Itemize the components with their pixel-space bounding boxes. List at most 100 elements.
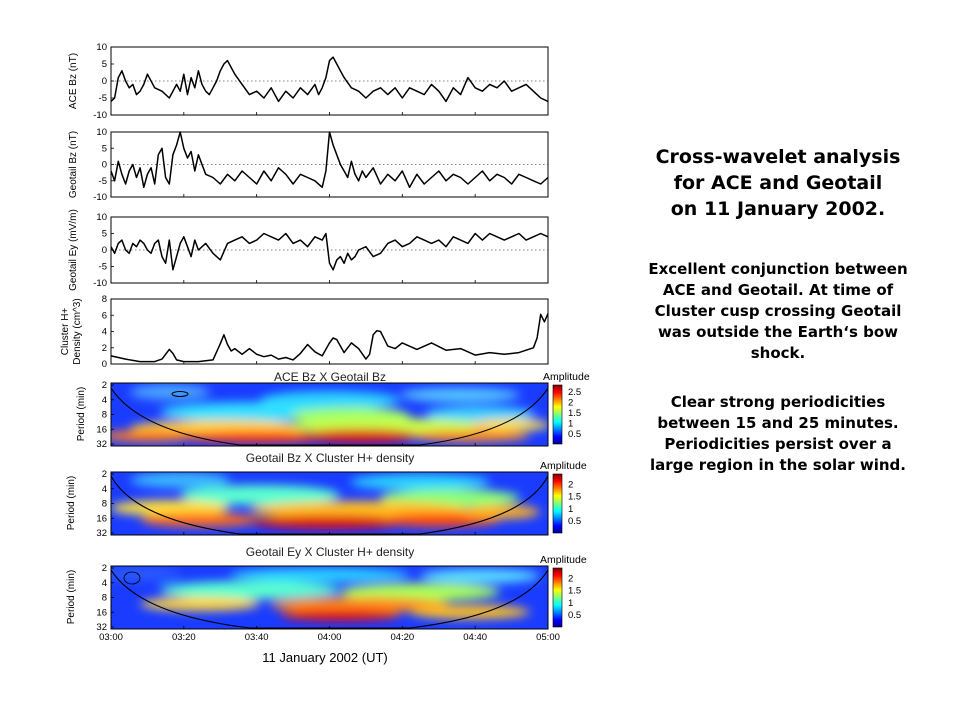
- series-line-3: [110, 232, 549, 271]
- wavelet-y-tick-label: 2: [102, 380, 107, 391]
- wavelet-panel-1: ACE Bz X Geotail Bz Period (m: [76, 370, 590, 447]
- colorbar-tick-label: 2: [568, 479, 573, 490]
- x-tick-label: 04:40: [463, 632, 487, 643]
- wavelet-y-tick-label: 16: [96, 513, 107, 524]
- y-tick-label: 6: [102, 310, 107, 321]
- colorbar-tick-label: 1: [568, 504, 573, 515]
- y-axis-label-4b: Density (cm^3): [72, 298, 83, 364]
- wavelet-ylabel-1: Period (min): [76, 387, 87, 441]
- colorbar-label-2: Amplitude: [540, 460, 587, 472]
- line-panel-2: 10 5 0 -5 -10 Geotail Bz (nT): [68, 127, 549, 203]
- colorbar-tick-label: 0.5: [568, 610, 581, 621]
- y-tick-label: 5: [102, 59, 107, 70]
- y-tick-label: -5: [99, 93, 107, 104]
- x-tick-label: 03:00: [99, 632, 123, 643]
- series-line-2: [110, 131, 549, 189]
- para1-line-3: Cluster cusp crossing Geotail: [655, 302, 902, 320]
- wavelet-y-tick-label: 4: [102, 578, 107, 589]
- colorbar-tick-label: 0.5: [568, 516, 581, 527]
- y-tick-label: 8: [102, 294, 107, 305]
- y-tick-label: -10: [93, 278, 107, 289]
- wavelet-y-tick-label: 32: [96, 622, 107, 633]
- x-tick-label: 03:40: [245, 632, 269, 643]
- colorbar-tick-label: 1.5: [568, 492, 581, 503]
- para2-line-3: Periodicities persist over a: [664, 435, 891, 453]
- y-tick-label: -10: [93, 192, 107, 203]
- wavelet-y-tick-label: 4: [102, 395, 107, 406]
- wavelet-y-tick-label: 4: [102, 484, 107, 495]
- y-tick-label: -10: [93, 110, 107, 121]
- wavelet-title-3: Geotail Ey X Cluster H+ density: [246, 545, 414, 559]
- wavelet-y-tick-label: 8: [102, 593, 107, 604]
- wavelet-ylabel-2: Period (min): [66, 476, 77, 530]
- wavelet-y-tick-label: 32: [96, 439, 107, 450]
- y-tick-label: 0: [102, 76, 107, 87]
- y-tick-label: 2: [102, 343, 107, 354]
- colorbar-tick-label: 1: [568, 598, 573, 609]
- y-tick-label: -5: [99, 176, 107, 187]
- colorbar-tick-label: 0.5: [568, 429, 581, 440]
- y-axis-label-4a: Cluster H+: [60, 308, 71, 356]
- wavelet-y-tick-label: 2: [102, 563, 107, 574]
- x-tick-label: 04:20: [390, 632, 414, 643]
- y-tick-label: 10: [96, 212, 107, 223]
- wavelet-panel-3: Geotail Ey X Cluster H+ density Period (…: [66, 545, 587, 630]
- plot-frame: [110, 131, 549, 198]
- para1-line-2: ACE and Geotail. At time of: [663, 281, 894, 299]
- para1-line-5: shock.: [751, 344, 805, 362]
- y-tick-label: -5: [99, 262, 107, 273]
- x-axis-label: 11 January 2002 (UT): [262, 650, 388, 665]
- wavelet-panel-2: Geotail Bz X Cluster H+ density Period (…: [66, 451, 587, 536]
- title-line-2: for ACE and Geotail: [674, 172, 883, 194]
- tick-labels: 24816322.521.510.5248163221.510.52481632…: [96, 112, 581, 643]
- para1-line-1: Excellent conjunction between: [648, 260, 907, 278]
- plot-frame: [110, 216, 549, 284]
- line-panel-4: 8 6 4 2 0 Cluster H+ Density (cm^3): [60, 294, 549, 370]
- colorbar-label-3: Amplitude: [540, 554, 587, 566]
- title-line-3: on 11 January 2002.: [671, 198, 885, 220]
- y-tick-label: 0: [102, 160, 107, 171]
- para2-line-2: between 15 and 25 minutes.: [657, 414, 898, 432]
- wavelet-title-1: ACE Bz X Geotail Bz: [274, 370, 386, 384]
- wavelet-title-2: Geotail Bz X Cluster H+ density: [246, 451, 414, 465]
- colorbar-tick-label: 2: [568, 397, 573, 408]
- description-panel: Cross-wavelet analysis for ACE and Geota…: [648, 146, 907, 474]
- colorbar-tick-label: 2.5: [568, 387, 581, 398]
- para1-line-4: was outside the Earth‘s bow: [658, 323, 898, 341]
- y-tick-label: 4: [102, 327, 107, 338]
- wavelet-y-tick-label: 16: [96, 424, 107, 435]
- y-axis-label-2: Geotail Bz (nT): [68, 131, 79, 198]
- colorbar-tick-label: 1: [568, 418, 573, 429]
- x-tick-label: 03:20: [172, 632, 196, 643]
- plot-frame: [110, 298, 549, 365]
- colorbar-tick-label: 1.5: [568, 586, 581, 597]
- y-axis-label-3: Geotail Ey (mV/m): [68, 209, 79, 291]
- wavelet-y-tick-label: 8: [102, 499, 107, 510]
- colorbar-label-1: Amplitude: [543, 371, 590, 383]
- line-panel-1: 10 5 0 -5 -10 ACE Bz (nT): [68, 42, 549, 121]
- wavelet-y-tick-label: 32: [96, 528, 107, 539]
- wavelet-ylabel-3: Period (min): [66, 570, 77, 624]
- y-tick-label: 5: [102, 229, 107, 240]
- wavelet-y-tick-label: 16: [96, 607, 107, 618]
- x-tick-label: 05:00: [536, 632, 560, 643]
- x-tick-label: 04:00: [318, 632, 342, 643]
- y-tick-label: 0: [102, 245, 107, 256]
- para2-line-4: large region in the solar wind.: [650, 456, 906, 474]
- title-line-1: Cross-wavelet analysis: [656, 146, 901, 168]
- y-tick-label: 10: [96, 42, 107, 53]
- series-line-1: [110, 56, 549, 103]
- y-tick-label: 5: [102, 143, 107, 154]
- para2-line-1: Clear strong periodicities: [671, 393, 886, 411]
- y-axis-label-1: ACE Bz (nT): [68, 53, 79, 109]
- y-tick-label: 10: [96, 127, 107, 138]
- y-tick-label: 0: [102, 359, 107, 370]
- wavelet-y-tick-label: 8: [102, 410, 107, 421]
- plot-frame: [110, 46, 549, 116]
- line-panel-3: 10 5 0 -5 -10 Geotail Ey (mV/m): [68, 209, 549, 291]
- series-line-4: [110, 313, 549, 363]
- time-series-panels: 10 5 0 -5 -10 ACE Bz (nT) 10 5 0 -5 -10 Geotail Bz …: [60, 42, 549, 370]
- wavelet-y-tick-label: 2: [102, 469, 107, 480]
- colorbar-tick-label: 1.5: [568, 408, 581, 419]
